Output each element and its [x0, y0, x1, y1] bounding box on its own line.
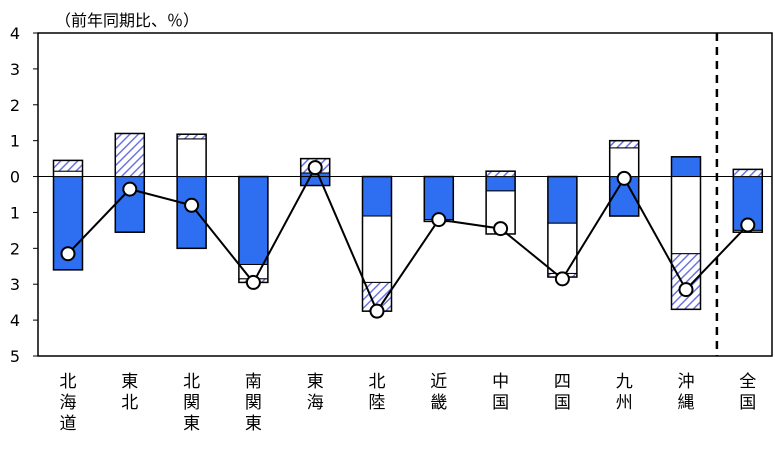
bar-outline: [608, 139, 640, 217]
bar-segment-hatched: [609, 140, 640, 149]
unit-label: （前年同期比、％）: [55, 11, 199, 30]
category-label: 北: [121, 393, 138, 413]
y-tick-label: 4: [10, 24, 20, 43]
bar-segment-blue: [485, 176, 516, 192]
bar-outline: [299, 157, 331, 187]
line-point: [740, 217, 756, 233]
line-point: [554, 271, 570, 287]
line-point: [245, 274, 261, 290]
category-label: 北: [183, 372, 200, 392]
line-point: [184, 197, 200, 213]
bar-segment-white: [362, 215, 392, 283]
category-label: 沖: [678, 372, 695, 392]
category-label: 関: [183, 393, 200, 413]
category-label: 関: [245, 393, 262, 413]
bar-outline: [52, 159, 84, 271]
y-tick-label: 2: [10, 239, 20, 258]
category-label: 州: [616, 393, 633, 413]
bar-segment-blue: [671, 156, 701, 178]
category-label: 東: [121, 372, 138, 392]
category-label: 海: [60, 393, 77, 413]
category-label: 北: [60, 372, 77, 392]
y-tick-label: 0: [10, 168, 20, 187]
bar-segment-hatched: [671, 253, 701, 310]
bar-segment-blue: [300, 176, 331, 187]
line-point: [493, 221, 509, 237]
line-point: [122, 181, 138, 197]
bar-segment-white: [176, 138, 207, 178]
line-point: [616, 170, 632, 186]
bar-segment-white: [53, 170, 83, 178]
category-label: 縄: [678, 393, 695, 413]
bar-outline: [176, 133, 207, 250]
bar-segment-blue: [238, 176, 269, 265]
category-label: 近: [430, 372, 447, 392]
y-tick-label: 1: [10, 203, 20, 222]
y-tick-label: 1: [10, 132, 20, 151]
line-point: [678, 282, 694, 298]
category-label: 九: [616, 372, 633, 392]
y-tick-label: 4: [10, 311, 20, 330]
bar-segment-hatched: [53, 159, 83, 172]
bar-segment-blue: [547, 176, 578, 224]
bar-outline: [670, 156, 702, 311]
y-tick-label: 3: [10, 60, 20, 79]
category-label: 道: [60, 414, 77, 434]
line-point: [369, 303, 385, 319]
bar-outline: [114, 132, 146, 233]
category-label: 中: [492, 372, 509, 392]
bar-segment-blue: [362, 176, 392, 217]
category-label: 北: [369, 372, 386, 392]
category-label: 陸: [369, 393, 386, 413]
category-label: 東: [307, 372, 324, 392]
line-point: [60, 246, 76, 262]
category-label: 全: [739, 372, 756, 392]
category-label: 四: [554, 372, 571, 392]
category-label: 南: [245, 372, 262, 392]
bar-segment-white: [547, 222, 578, 274]
category-label: 畿: [430, 393, 447, 413]
y-tick-label: 5: [10, 347, 20, 366]
bar-segment-hatched: [732, 168, 763, 178]
category-label: 東: [245, 414, 262, 434]
y-tick-label: 2: [10, 96, 20, 115]
plot-frame: [37, 32, 773, 357]
bar-segment-hatched: [485, 170, 516, 178]
category-label: 国: [554, 393, 571, 413]
line-point: [307, 160, 323, 176]
line-point: [431, 212, 447, 228]
category-label: 東: [183, 414, 200, 434]
category-label: 国: [492, 393, 509, 413]
category-label: 国: [739, 393, 756, 413]
bar-segment-hatched: [114, 132, 145, 178]
y-tick-label: 3: [10, 275, 20, 294]
bar-segment-white: [671, 176, 701, 255]
line-series: [67, 165, 749, 314]
category-label: 海: [307, 393, 324, 413]
